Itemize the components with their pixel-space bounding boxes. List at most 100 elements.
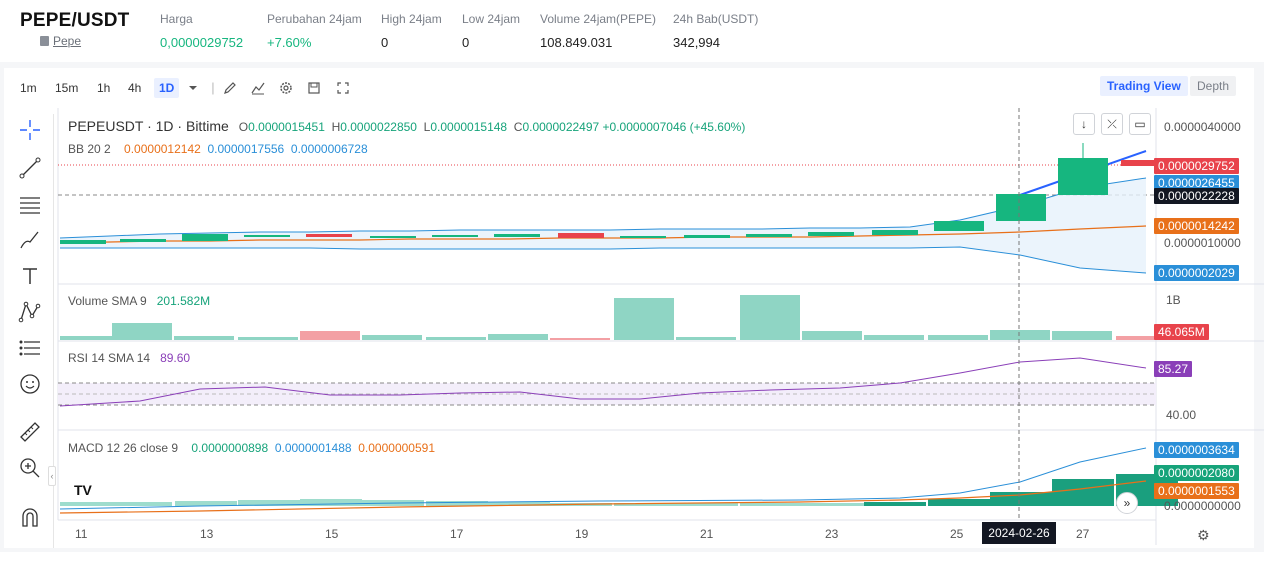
ruler-icon[interactable] (18, 420, 42, 444)
trend-line-icon[interactable] (18, 156, 42, 180)
macd-histogram-bar (990, 492, 1052, 506)
collapse-toolbar-button[interactable]: ‹ (48, 466, 56, 486)
volume-label: Volume SMA 9 (68, 294, 147, 308)
stat-high: High 24jam 0 (381, 12, 442, 50)
save-icon[interactable] (306, 80, 322, 96)
volume-tag: 46.065M (1154, 324, 1209, 340)
x-tick: 27 (1076, 527, 1090, 541)
volume-value: 201.582M (156, 294, 211, 308)
axis-settings-icon[interactable]: ⚙ (1197, 527, 1210, 543)
volume-bar (614, 298, 674, 340)
candle (1121, 160, 1171, 166)
stat-value: +7.60% (267, 35, 312, 50)
volume-bar (990, 330, 1050, 340)
macd-histogram-bar (175, 501, 237, 506)
volume-bar (362, 335, 422, 340)
prediction-icon[interactable] (18, 336, 42, 360)
macd-label: MACD 12 26 close 9 (68, 441, 179, 455)
smiley-icon[interactable] (18, 372, 42, 396)
candle (120, 239, 166, 242)
candle (684, 235, 730, 238)
macd-histogram-bar (60, 502, 122, 506)
high-label: H (331, 120, 341, 134)
volume-bar (426, 337, 486, 340)
macd-histogram-bar (676, 503, 738, 506)
macd-signal-line (59, 480, 1147, 514)
fullscreen-icon[interactable] (335, 80, 351, 96)
scroll-right-button[interactable]: » (1116, 492, 1138, 514)
chevron-down-icon[interactable] (185, 80, 201, 96)
x-tick: 11 (75, 527, 88, 541)
zoom-in-icon[interactable] (18, 456, 42, 480)
rsi-legend: RSI 14 SMA 14 89.60 (68, 351, 190, 365)
volume-bar (676, 337, 736, 340)
volume-bar (300, 331, 360, 340)
stat-low: Low 24jam 0 (462, 12, 520, 50)
stat-label: Volume 24jam(PEPE) (540, 12, 657, 26)
x-tick: 17 (450, 527, 464, 541)
brush-icon[interactable] (18, 228, 42, 252)
stat-value: 0,0000029752 (160, 35, 244, 50)
volume-bar (112, 323, 172, 340)
price-tag-last: 0.0000029752 (1154, 158, 1239, 174)
volume-tick: 1B (1166, 293, 1181, 307)
candles (60, 143, 1171, 244)
macd-histogram-bar (110, 502, 172, 506)
maximize-pane-button[interactable]: ▭ (1129, 113, 1151, 135)
pen-icon[interactable] (222, 80, 238, 96)
coin-link[interactable]: Pepe (40, 34, 81, 48)
bb-legend: BB 20 2 0.0000012142 0.0000017556 0.0000… (68, 142, 368, 156)
price-tick: 0.0000010000 (1164, 236, 1241, 250)
stat-label: 24h Bab(USDT) (673, 12, 759, 26)
collapse-button[interactable]: ⤫ (1101, 113, 1123, 135)
stat-value: 108.849.031 (540, 35, 613, 50)
trading-view-button[interactable]: Trading View (1100, 76, 1188, 96)
pattern-icon[interactable] (18, 300, 42, 324)
fib-lines-icon[interactable] (18, 192, 42, 216)
x-tick: 21 (700, 527, 714, 541)
timeframe-4h[interactable]: 4h (128, 81, 142, 95)
timeframe-1h[interactable]: 1h (97, 81, 111, 95)
timeframe-1m[interactable]: 1m (20, 81, 37, 95)
bb-mid-value: 0.0000012142 (124, 142, 201, 156)
volume-bar (550, 338, 610, 340)
volume-bars (60, 295, 1176, 340)
rsi-label: RSI 14 SMA 14 (68, 351, 151, 365)
indicators-icon[interactable] (250, 80, 266, 96)
candle (620, 236, 666, 238)
stat-label: Low 24jam (462, 12, 521, 26)
candle (934, 221, 984, 231)
x-tick: 19 (575, 527, 589, 541)
scroll-down-button[interactable]: ↓ (1073, 113, 1095, 135)
magnet-icon[interactable] (18, 506, 42, 530)
x-tick: 13 (200, 527, 214, 541)
crosshair-icon[interactable] (18, 118, 42, 142)
timeframe-1d[interactable]: 1D (154, 78, 180, 98)
ticker-header: PEPE/USDT Pepe Harga 0,0000029752 Peruba… (0, 0, 1264, 62)
x-tick: 15 (325, 527, 339, 541)
volume-legend: Volume SMA 9 201.582M (68, 294, 210, 308)
depth-button[interactable]: Depth (1190, 76, 1237, 96)
coin-icon (40, 36, 49, 46)
order-tabs (0, 552, 1264, 569)
volume-bar (740, 295, 800, 340)
volume-bar (1116, 336, 1176, 340)
gear-icon[interactable] (278, 80, 294, 96)
candle (60, 240, 106, 244)
crosshair-date-tag: 2024-02-26 (982, 522, 1056, 544)
candle (746, 234, 792, 237)
candle (872, 230, 918, 235)
candle (996, 194, 1046, 221)
rsi-tag: 85.27 (1154, 361, 1193, 377)
bb-fill (60, 178, 1146, 273)
macd-line (59, 447, 1147, 510)
bb-lower-line (60, 246, 1147, 274)
text-icon[interactable] (18, 264, 42, 288)
stat-value: 342,994 (673, 35, 720, 50)
price-tick: 0.0000040000 (1164, 120, 1241, 134)
rsi-value: 89.60 (160, 351, 191, 365)
macd-histogram-bar (928, 499, 990, 506)
candle (558, 233, 604, 238)
timeframe-15m[interactable]: 15m (55, 81, 79, 95)
